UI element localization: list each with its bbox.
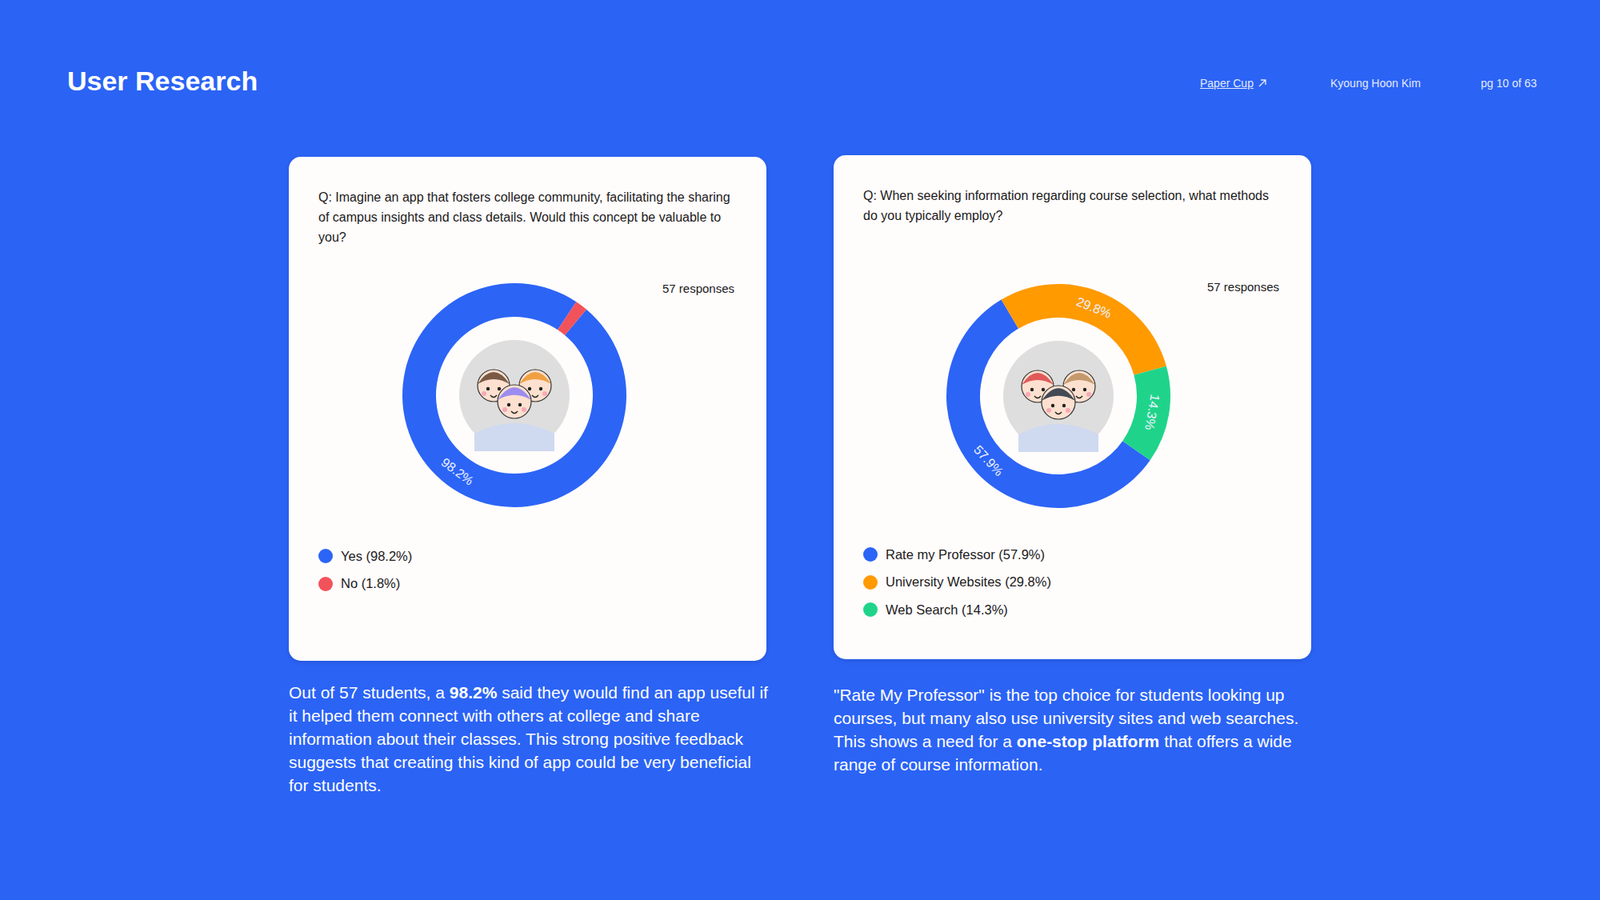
html-text:57 responses: 57 responses bbox=[1207, 280, 1280, 294]
html-text:Out of 57 students, a 98.2% sa: Out of 57 students, a 98.2% said they wo… bbox=[288, 683, 768, 795]
html-text:Kyoung Hoon Kim: Kyoung Hoon Kim bbox=[1330, 76, 1421, 90]
svg-text:98.2%: 98.2% bbox=[439, 455, 477, 488]
html-text:University Websites (29.8%): University Websites (29.8%) bbox=[885, 574, 1052, 590]
html-text:pg 10 of 63: pg 10 of 63 bbox=[1480, 76, 1537, 90]
svg-text:57.9%: 57.9% bbox=[971, 442, 1006, 479]
html-text:User Research: User Research bbox=[67, 65, 258, 96]
html-text:57 responses: 57 responses bbox=[662, 281, 735, 296]
svg-text:14.3%: 14.3% bbox=[1142, 392, 1162, 432]
html-text:Web Search (14.3%): Web Search (14.3%) bbox=[885, 602, 1008, 617]
html-text:Paper Cup: Paper Cup bbox=[1200, 76, 1254, 90]
html-text:Q: Imagine an app that fosters: Q: Imagine an app that fosters college c… bbox=[318, 190, 731, 244]
html-text:Rate my Professor (57.9%): Rate my Professor (57.9%) bbox=[885, 547, 1045, 562]
html-text:Yes (98.2%): Yes (98.2%) bbox=[340, 548, 413, 564]
svg-text:29.8%: 29.8% bbox=[1074, 294, 1113, 321]
html-text:No (1.8%): No (1.8%) bbox=[340, 576, 401, 591]
html-text:Q: When seeking information re: Q: When seeking information regarding co… bbox=[863, 188, 1269, 223]
html-text:"Rate My Professor" is the top: "Rate My Professor" is the top choice fo… bbox=[833, 685, 1299, 774]
